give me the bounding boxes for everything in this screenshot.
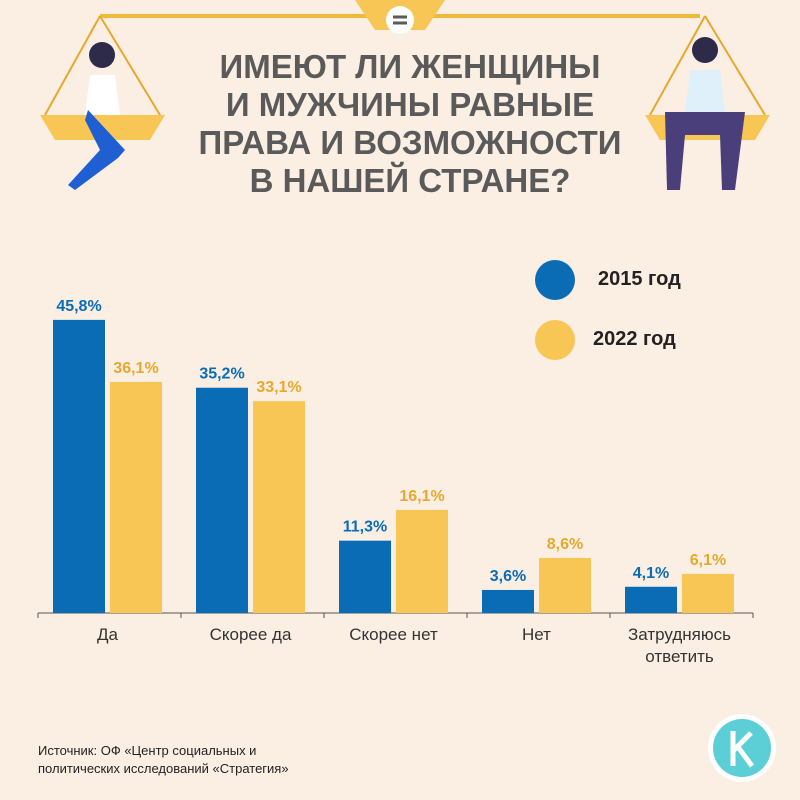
x-tick-label: Скорее да xyxy=(209,625,292,644)
bar xyxy=(539,557,591,613)
bar xyxy=(396,509,448,613)
x-tick-label: Скорее нет xyxy=(349,625,438,644)
bar xyxy=(110,381,162,613)
value-label: 8,6% xyxy=(547,536,583,553)
bar xyxy=(682,573,734,613)
value-label: 16,1% xyxy=(399,488,444,505)
logo xyxy=(708,714,776,782)
source-note: Источник: ОФ «Центр социальных и политич… xyxy=(38,743,289,776)
bar xyxy=(253,401,305,613)
bar xyxy=(339,540,391,613)
bar xyxy=(196,387,248,613)
value-label: 35,2% xyxy=(199,366,244,383)
value-label: 6,1% xyxy=(690,552,726,569)
x-tick-label: Да xyxy=(97,625,118,644)
scales-decoration xyxy=(40,0,770,190)
x-tick-label: Затрудняюсь ответить xyxy=(628,625,731,666)
x-tick-label: Нет xyxy=(522,625,551,644)
value-label: 33,1% xyxy=(256,379,301,396)
legend-swatch xyxy=(535,320,575,360)
value-label: 11,3% xyxy=(343,519,387,536)
value-label: 3,6% xyxy=(490,568,526,585)
value-label: 36,1% xyxy=(113,360,158,377)
value-label: 45,8% xyxy=(56,298,101,315)
legend-label: 2015 год xyxy=(598,268,681,290)
bar xyxy=(53,319,105,613)
bar xyxy=(482,589,534,613)
legend-swatch xyxy=(535,260,575,300)
legend-label: 2022 год xyxy=(593,328,676,350)
bar xyxy=(625,586,677,613)
value-label: 4,1% xyxy=(633,565,669,582)
chart-title: ИМЕЮТ ЛИ ЖЕНЩИНЫ И МУЖЧИНЫ РАВНЫЕ ПРАВА … xyxy=(198,48,622,199)
